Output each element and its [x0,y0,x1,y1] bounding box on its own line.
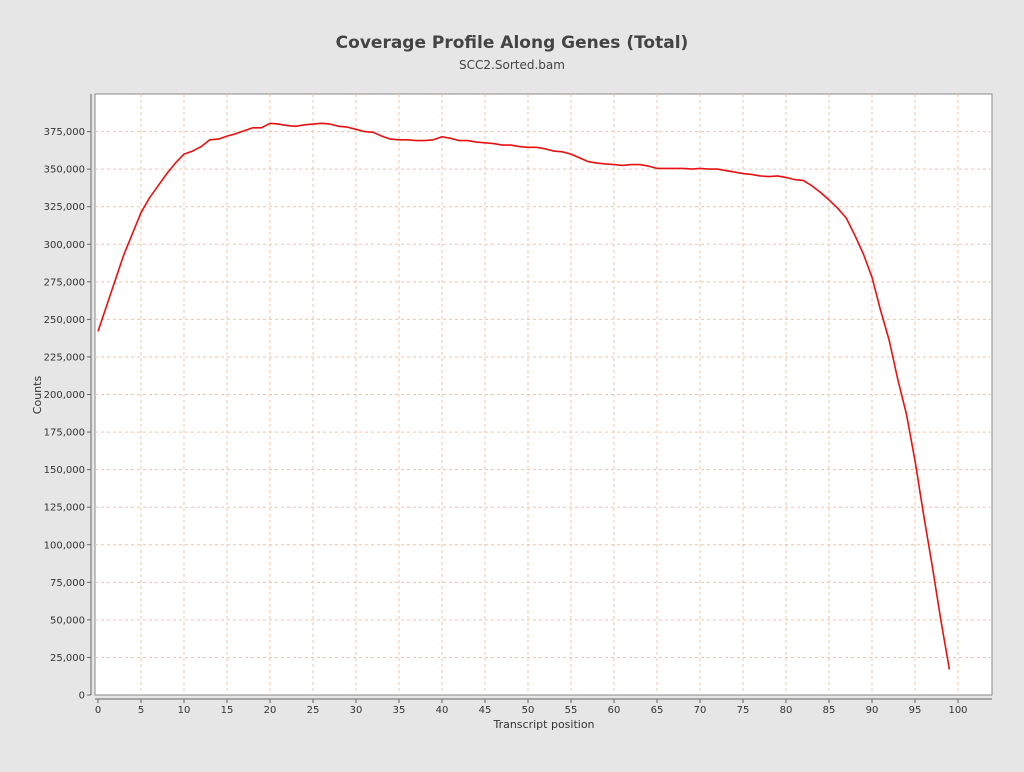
x-tick-label: 10 [178,705,191,716]
x-tick-label: 35 [393,705,406,716]
y-tick-label: 50,000 [50,615,85,626]
chart-title: Coverage Profile Along Genes (Total) [336,33,689,53]
y-tick-label: 350,000 [44,165,85,176]
x-tick-label: 65 [651,705,664,716]
x-tick-label: 45 [479,705,492,716]
x-tick-label: 30 [350,705,363,716]
y-tick-label: 300,000 [44,240,85,251]
chart-subtitle: SCC2.Sorted.bam [459,58,565,72]
x-tick-label: 80 [780,705,793,716]
x-tick-label: 50 [522,705,535,716]
y-tick-label: 225,000 [44,352,85,363]
x-tick-label: 70 [694,705,707,716]
x-axis-label: Transcript position [492,718,594,731]
y-tick-label: 375,000 [44,127,85,138]
x-tick-label: 95 [909,705,922,716]
x-tick-label: 60 [608,705,621,716]
y-tick-label: 200,000 [44,390,85,401]
x-tick-label: 75 [737,705,750,716]
x-tick-label: 25 [307,705,320,716]
y-tick-label: 100,000 [44,540,85,551]
series-line [97,122,951,670]
y-tick-label: 175,000 [44,428,85,439]
x-tick-label: 0 [95,705,101,716]
y-tick-label: 325,000 [44,202,85,213]
x-tick-label: 5 [138,705,144,716]
series-group [97,122,951,670]
x-tick-label: 40 [436,705,449,716]
y-tick-label: 250,000 [44,315,85,326]
y-tick-label: 25,000 [50,653,85,664]
y-tick-label: 275,000 [44,277,85,288]
grid [95,94,992,695]
y-tick-label: 0 [79,691,85,702]
x-tick-label: 85 [823,705,836,716]
y-tick-label: 150,000 [44,465,85,476]
y-tick-label: 75,000 [50,578,85,589]
plot-area [94,93,993,696]
y-axis-label: Counts [31,376,44,415]
x-tick-label: 100 [948,705,967,716]
axes: 0 25,000 50,000 75,000 100,000 125,000 150,000… [44,94,992,716]
x-tick-label: 15 [221,705,234,716]
x-tick-label: 55 [565,705,578,716]
x-tick-label: 20 [264,705,277,716]
y-tick-label: 125,000 [44,503,85,514]
x-tick-label: 90 [866,705,879,716]
